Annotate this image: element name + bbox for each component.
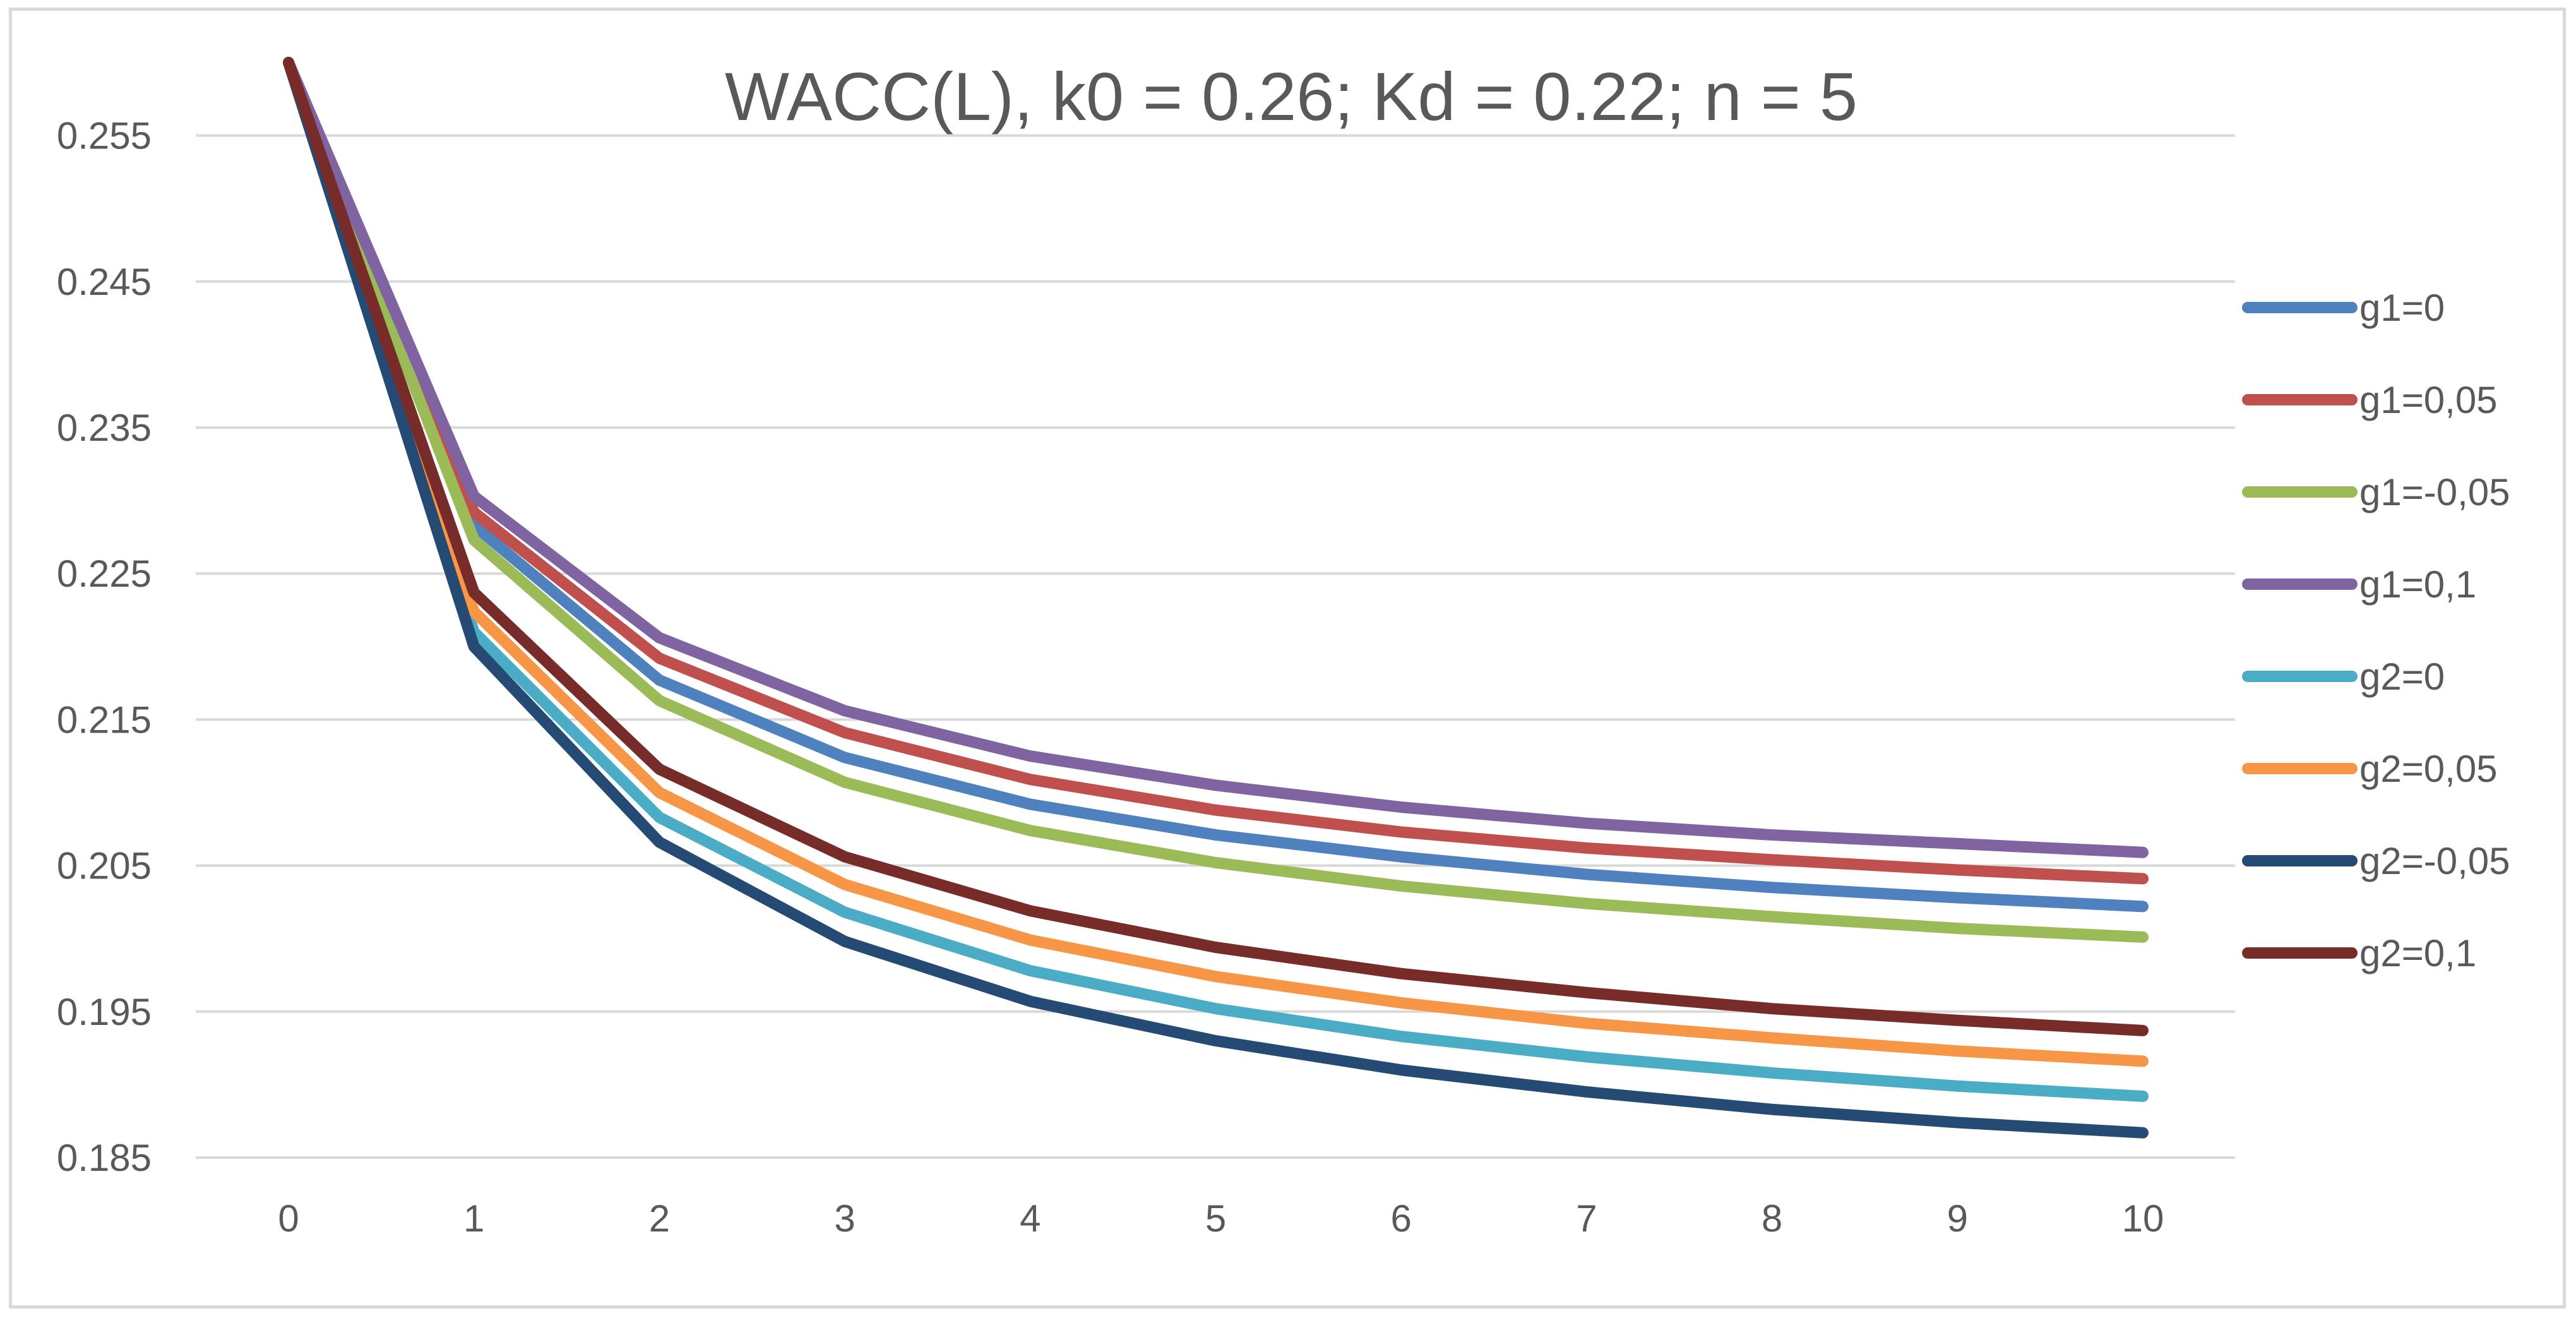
legend-label: g1=0,05 — [2359, 379, 2498, 421]
x-tick-label: 7 — [1576, 1197, 1597, 1240]
y-tick-label: 0.215 — [57, 698, 152, 741]
legend-label: g2=0,1 — [2359, 932, 2476, 974]
legend-label: g1=0,1 — [2359, 563, 2476, 606]
series-line-g1=0 — [283, 57, 2149, 913]
series-line-g2=-0,05 — [283, 57, 2149, 1139]
legend-label: g2=0,05 — [2359, 748, 2498, 790]
x-tick-label: 9 — [1947, 1197, 1968, 1240]
series-lines — [283, 57, 2149, 1139]
series-line-g2=0,05 — [283, 57, 2149, 1067]
series-line-g2=0 — [283, 57, 2149, 1102]
legend-label: g1=0 — [2359, 287, 2445, 329]
y-tick-label: 0.225 — [57, 553, 152, 595]
x-tick-label: 4 — [1020, 1197, 1041, 1240]
x-tick-label: 1 — [463, 1197, 484, 1240]
series-line-g2=0,1 — [283, 57, 2149, 1036]
legend-label: g2=0 — [2359, 656, 2445, 698]
chart-title: WACC(L), k0 = 0.26; Kd = 0.22; n = 5 — [725, 58, 1857, 135]
series-line-g1=-0,05 — [283, 57, 2149, 943]
y-tick-label: 0.245 — [57, 261, 152, 303]
y-tick-label: 0.255 — [57, 115, 152, 157]
x-tick-label: 0 — [278, 1197, 299, 1240]
series-line-g1=0,05 — [283, 57, 2149, 885]
y-tick-label: 0.205 — [57, 845, 152, 887]
x-tick-label: 3 — [834, 1197, 855, 1240]
y-tick-label: 0.185 — [57, 1137, 152, 1179]
legend-label: g2=-0,05 — [2359, 840, 2510, 882]
legend: g1=0 g1=0,05 g1=-0,05 g1=0,1 g2=0 g2=0,05 g2=-… — [2242, 287, 2510, 974]
series-line-g1=0,1 — [283, 57, 2149, 858]
legend-label: g1=-0,05 — [2359, 471, 2510, 513]
x-tick-label: 10 — [2122, 1197, 2164, 1240]
x-tick-label: 8 — [1762, 1197, 1782, 1240]
x-axis-tick-labels: 0 1 2 3 4 5 6 7 8 9 10 — [278, 1197, 2164, 1240]
x-tick-label: 2 — [649, 1197, 670, 1240]
x-tick-label: 5 — [1205, 1197, 1226, 1240]
y-axis-tick-labels: 0.185 0.195 0.205 0.215 0.225 0.235 0.245 0.255 — [57, 115, 152, 1179]
y-tick-label: 0.195 — [57, 991, 152, 1033]
x-tick-label: 6 — [1391, 1197, 1412, 1240]
y-tick-label: 0.235 — [57, 407, 152, 449]
